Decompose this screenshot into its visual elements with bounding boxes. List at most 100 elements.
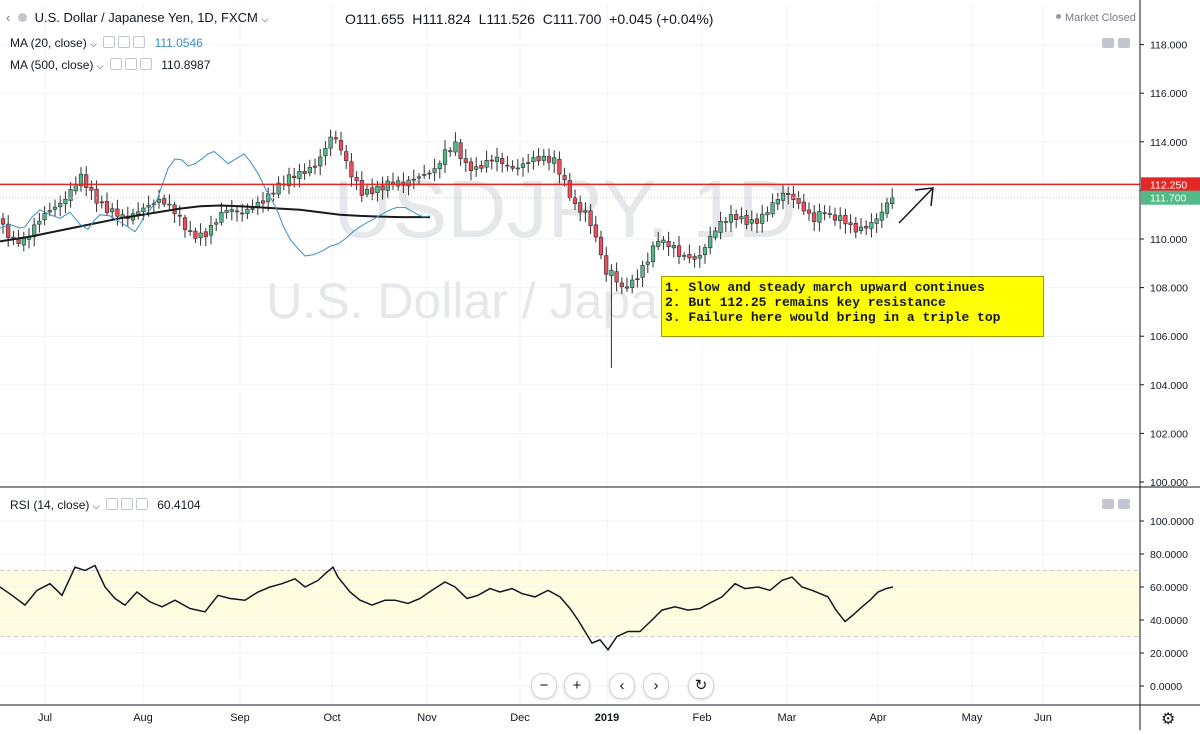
candle-body <box>505 164 510 167</box>
symbol-chevron-icon[interactable]: ⌵ <box>261 14 269 24</box>
rsi-settings-icon[interactable] <box>120 498 133 510</box>
candle-body <box>370 187 375 195</box>
candle-body <box>58 202 63 208</box>
candle-body <box>786 193 791 196</box>
candle-body <box>47 210 52 213</box>
ma500-visibility-icon[interactable] <box>109 58 122 70</box>
price-tick-label: 104.000 <box>1150 380 1188 392</box>
candle-body <box>515 167 520 170</box>
ma20-legend[interactable]: MA (20, close) ⌵ 111.0546 <box>10 36 203 50</box>
candle-body <box>219 211 224 223</box>
high-value: H111.824 <box>412 11 471 27</box>
candle-body <box>468 161 474 172</box>
time-tick-label: Feb <box>693 712 712 724</box>
candle-body <box>853 222 858 233</box>
ma20-settings-icon[interactable] <box>118 36 131 48</box>
candle-body <box>879 211 884 221</box>
candle-body <box>697 255 702 259</box>
candle-body <box>359 180 364 196</box>
ma20-chevron-icon[interactable]: ⌵ <box>90 39 97 49</box>
main-pane-collapse-icon[interactable] <box>1102 38 1114 48</box>
candle-body <box>874 218 879 224</box>
ma500-settings-icon[interactable] <box>124 58 137 70</box>
candle-body <box>104 201 110 213</box>
candle-body <box>708 236 713 249</box>
market-closed-dot-icon <box>1056 14 1061 19</box>
candle-body <box>604 255 609 275</box>
last-price-tag <box>1141 190 1200 205</box>
candle-body <box>162 198 167 205</box>
candle-body <box>770 202 775 215</box>
candle-body <box>806 209 812 214</box>
ma500-chevron-icon[interactable]: ⌵ <box>96 61 104 71</box>
candle-body <box>801 201 806 212</box>
candle-body <box>864 225 869 229</box>
rsi-value: 60.4104 <box>157 498 201 512</box>
candle-body <box>411 178 416 181</box>
candle-body <box>630 279 635 288</box>
rsi-visibility-icon[interactable] <box>105 498 118 510</box>
resistance-price-tag <box>1141 177 1200 192</box>
rsi-legend[interactable]: RSI (14, close) ⌵ 60.4104 <box>10 498 201 512</box>
ma500-label: MA (500, close) <box>10 58 94 72</box>
rsi-tick-label: 0.0000 <box>1150 681 1182 693</box>
candle-body <box>6 223 11 238</box>
candle-body <box>136 211 141 215</box>
candle-body <box>843 215 848 225</box>
scroll-right-button[interactable]: › <box>643 673 669 699</box>
candle-body <box>848 222 853 225</box>
reset-chart-button[interactable]: ↻ <box>688 673 714 699</box>
candle-body <box>52 206 58 210</box>
candle-body <box>702 247 708 256</box>
main-pane-maximize-icon[interactable] <box>1118 38 1130 48</box>
candle-body <box>661 239 666 244</box>
candle-body <box>520 163 526 168</box>
collapse-chevron-icon[interactable]: ‹ <box>6 10 11 25</box>
candle-body <box>364 188 370 195</box>
scroll-left-button[interactable]: ‹ <box>609 673 635 699</box>
candle-body <box>32 224 37 238</box>
zoom-out-button[interactable]: − <box>531 673 557 699</box>
annotation-note[interactable]: 1. Slow and steady march upward continue… <box>661 276 1044 337</box>
rsi-chevron-icon[interactable]: ⌵ <box>92 501 100 511</box>
candle-body <box>234 210 240 213</box>
candle-body <box>427 172 432 175</box>
candle-body <box>484 160 489 168</box>
candle-body <box>302 170 307 175</box>
time-tick-label: 2019 <box>595 712 619 724</box>
ma500-remove-icon[interactable] <box>139 58 152 70</box>
eye-icon[interactable] <box>17 13 27 22</box>
candle-body <box>718 220 723 233</box>
ma500-legend[interactable]: MA (500, close) ⌵ 110.8987 <box>10 58 210 72</box>
price-tick-label: 114.000 <box>1150 137 1187 149</box>
candle-body <box>188 230 193 232</box>
candle-body <box>557 158 562 175</box>
candle-body <box>182 217 188 230</box>
rsi-pane-down-icon[interactable] <box>1118 499 1130 509</box>
candle-body <box>458 142 463 159</box>
trend-arrow-shaft[interactable] <box>898 188 933 224</box>
rsi-tick-label: 60.0000 <box>1150 582 1188 594</box>
symbol-title[interactable]: U.S. Dollar / Japanese Yen, 1D, FXCM <box>34 10 258 25</box>
candle-body <box>375 186 380 193</box>
price-tick-label: 102.000 <box>1150 428 1188 440</box>
candle-body <box>229 209 234 212</box>
rsi-remove-icon[interactable] <box>135 498 148 510</box>
gear-icon[interactable]: ⚙ <box>1161 711 1176 728</box>
candle-body <box>754 218 760 224</box>
ma20-remove-icon[interactable] <box>133 36 146 48</box>
candle-body <box>598 236 604 256</box>
candle-body <box>260 200 266 204</box>
candle-body <box>312 165 318 168</box>
zoom-in-button[interactable]: + <box>564 673 590 699</box>
candle-body <box>99 201 104 204</box>
candle-body <box>812 212 817 222</box>
ma20-visibility-icon[interactable] <box>103 36 116 48</box>
low-value: L111.526 <box>478 11 535 27</box>
candle-body <box>349 161 354 178</box>
candle-body <box>656 241 661 247</box>
candle-body <box>385 180 390 191</box>
candle-body <box>344 151 349 162</box>
rsi-pane-up-icon[interactable] <box>1102 499 1114 509</box>
